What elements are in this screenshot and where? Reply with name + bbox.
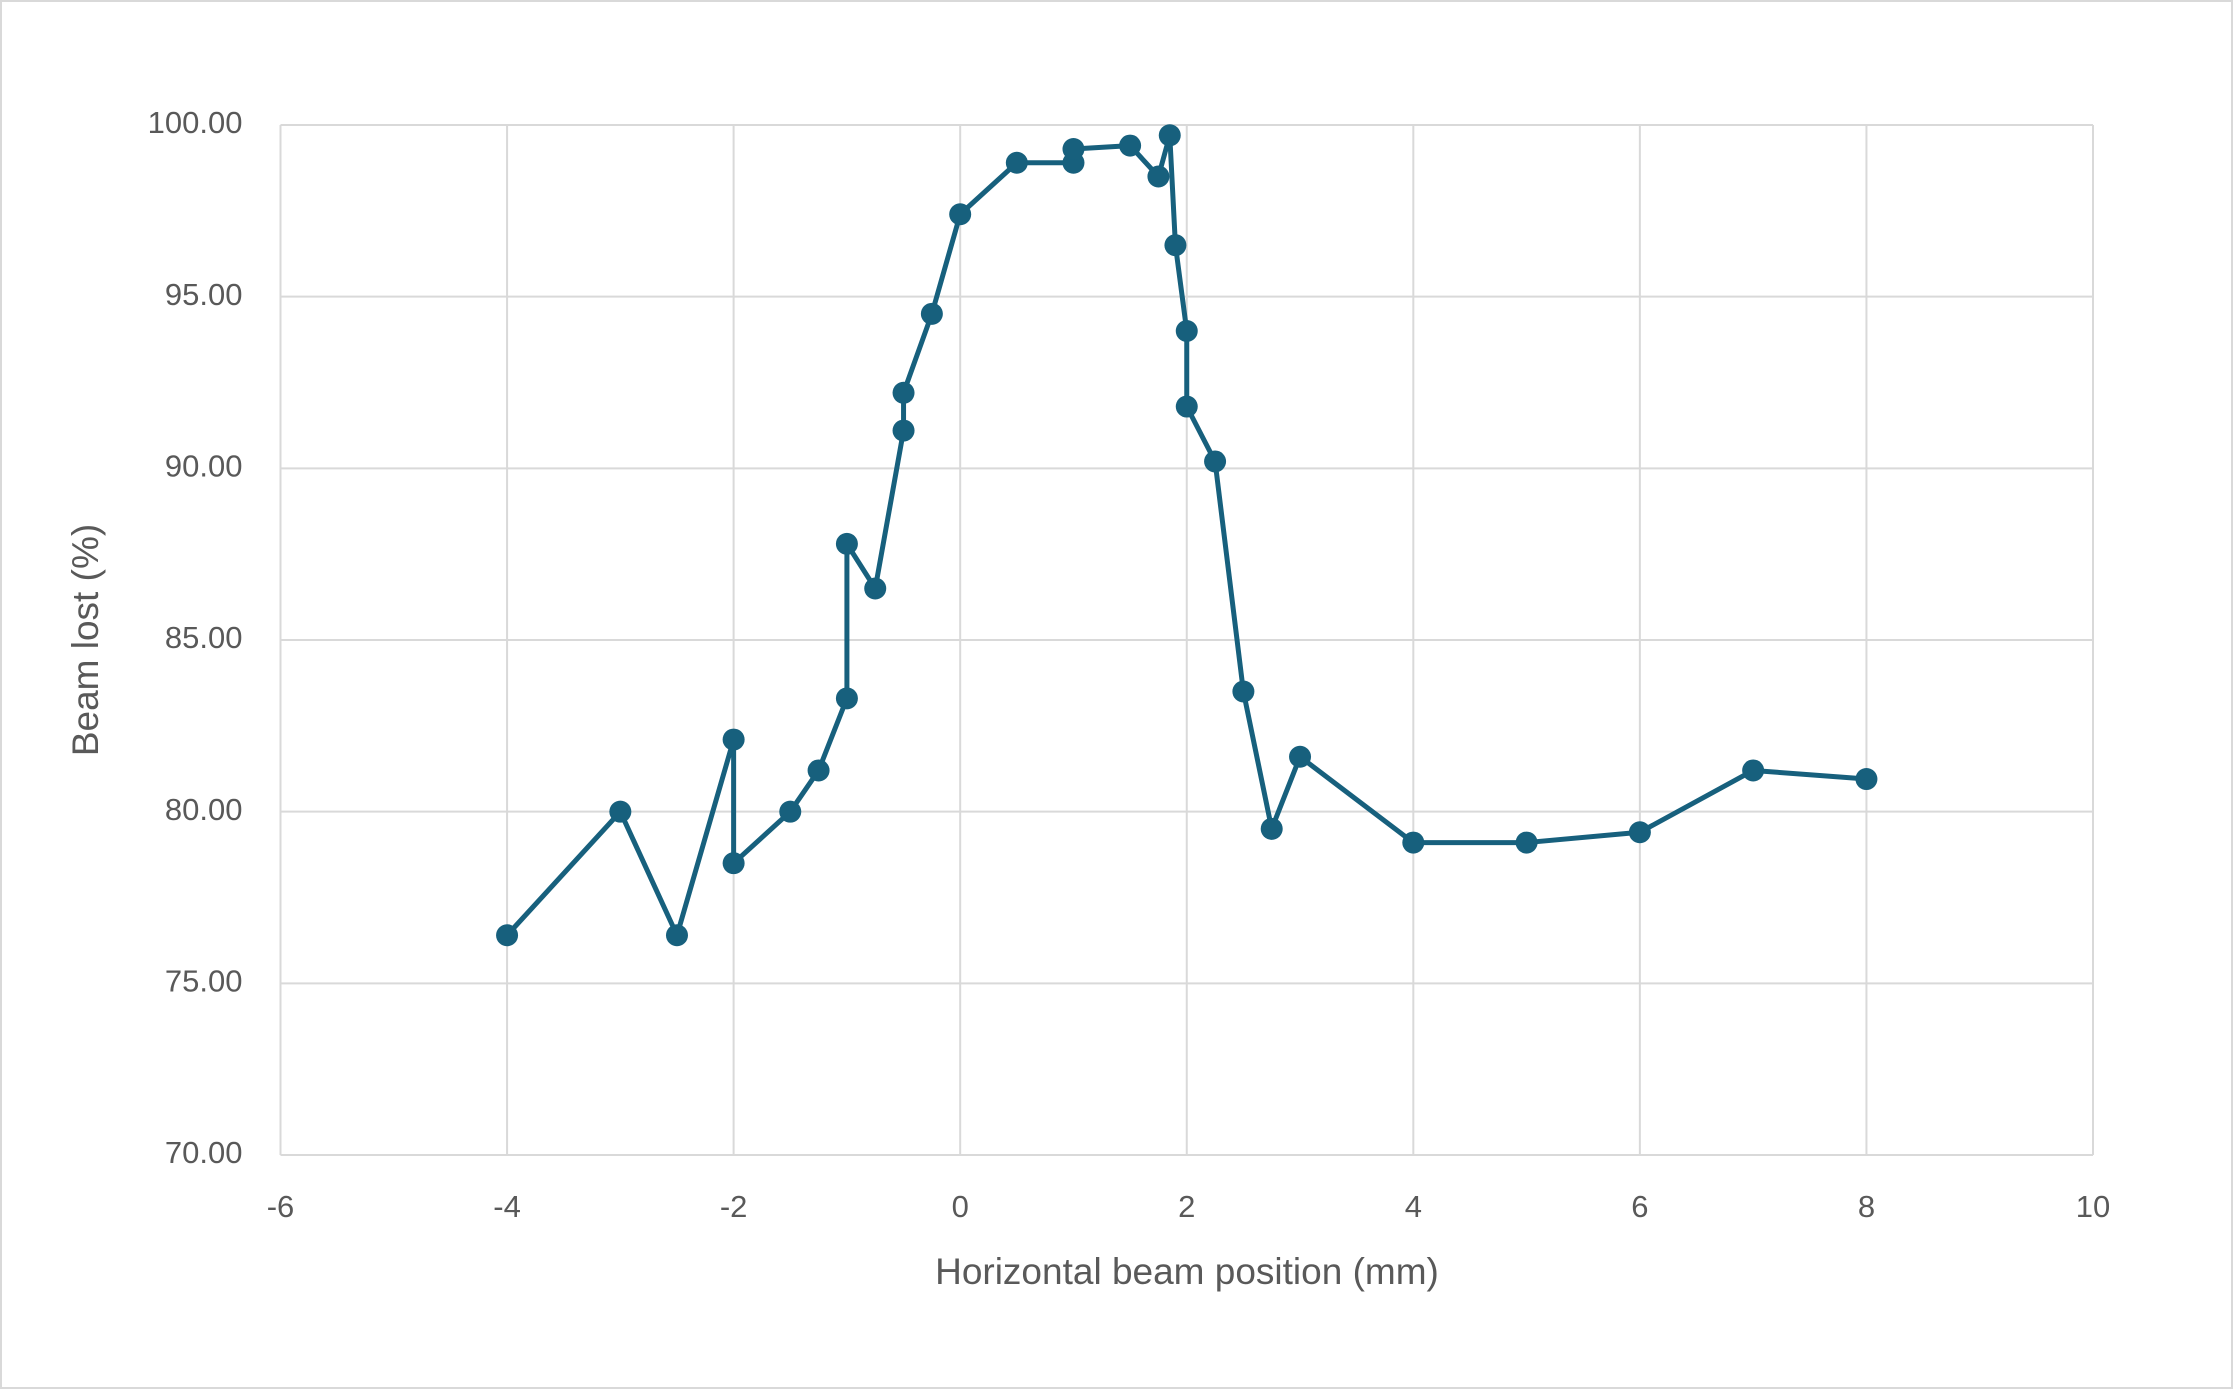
data-point — [1289, 745, 1312, 768]
data-point — [1402, 831, 1425, 854]
data-point — [609, 800, 632, 823]
x-tick-label: -6 — [267, 1189, 295, 1224]
y-tick-label: 75.00 — [165, 964, 243, 999]
x-axis-title: Horizontal beam position (mm) — [935, 1251, 1439, 1292]
data-point — [496, 924, 519, 947]
x-tick-label: -4 — [493, 1189, 521, 1224]
data-point — [920, 302, 943, 325]
y-tick-label: 85.00 — [165, 620, 243, 655]
y-tick-label: 80.00 — [165, 792, 243, 827]
data-point — [722, 852, 745, 875]
data-point — [1260, 817, 1283, 840]
y-tick-label: 70.00 — [165, 1135, 243, 1170]
data-point — [835, 532, 858, 555]
x-tick-label: 2 — [1178, 1189, 1195, 1224]
data-point — [1742, 759, 1765, 782]
data-point — [1175, 320, 1198, 342]
data-point — [665, 924, 688, 947]
data-point — [1164, 234, 1187, 257]
data-point — [1204, 450, 1227, 473]
x-tick-label: 6 — [1631, 1189, 1648, 1224]
data-point — [864, 577, 887, 600]
x-tick-label: 0 — [952, 1189, 969, 1224]
data-point — [722, 728, 745, 751]
data-point — [892, 419, 915, 442]
data-point — [949, 203, 972, 226]
data-point — [835, 687, 858, 710]
x-tick-label: 4 — [1405, 1189, 1422, 1224]
y-tick-label: 95.00 — [165, 277, 243, 312]
data-point — [892, 381, 915, 404]
y-tick-label: 100.00 — [148, 105, 243, 140]
x-tick-label: -2 — [720, 1189, 748, 1224]
y-axis-title: Beam lost (%) — [65, 524, 106, 756]
x-tick-label: 10 — [2076, 1189, 2110, 1224]
data-point — [1119, 134, 1142, 157]
data-point — [1232, 680, 1255, 703]
data-point — [1147, 165, 1170, 188]
data-point — [1158, 124, 1181, 147]
data-point — [1515, 831, 1538, 854]
data-point — [1175, 395, 1198, 418]
data-point — [779, 800, 802, 823]
data-point — [1062, 138, 1085, 161]
x-tick-label: 8 — [1858, 1189, 1875, 1224]
data-point — [807, 759, 830, 782]
data-point — [1628, 821, 1651, 844]
y-tick-label: 90.00 — [165, 449, 243, 484]
data-point — [1005, 151, 1028, 174]
data-point — [1855, 768, 1878, 791]
